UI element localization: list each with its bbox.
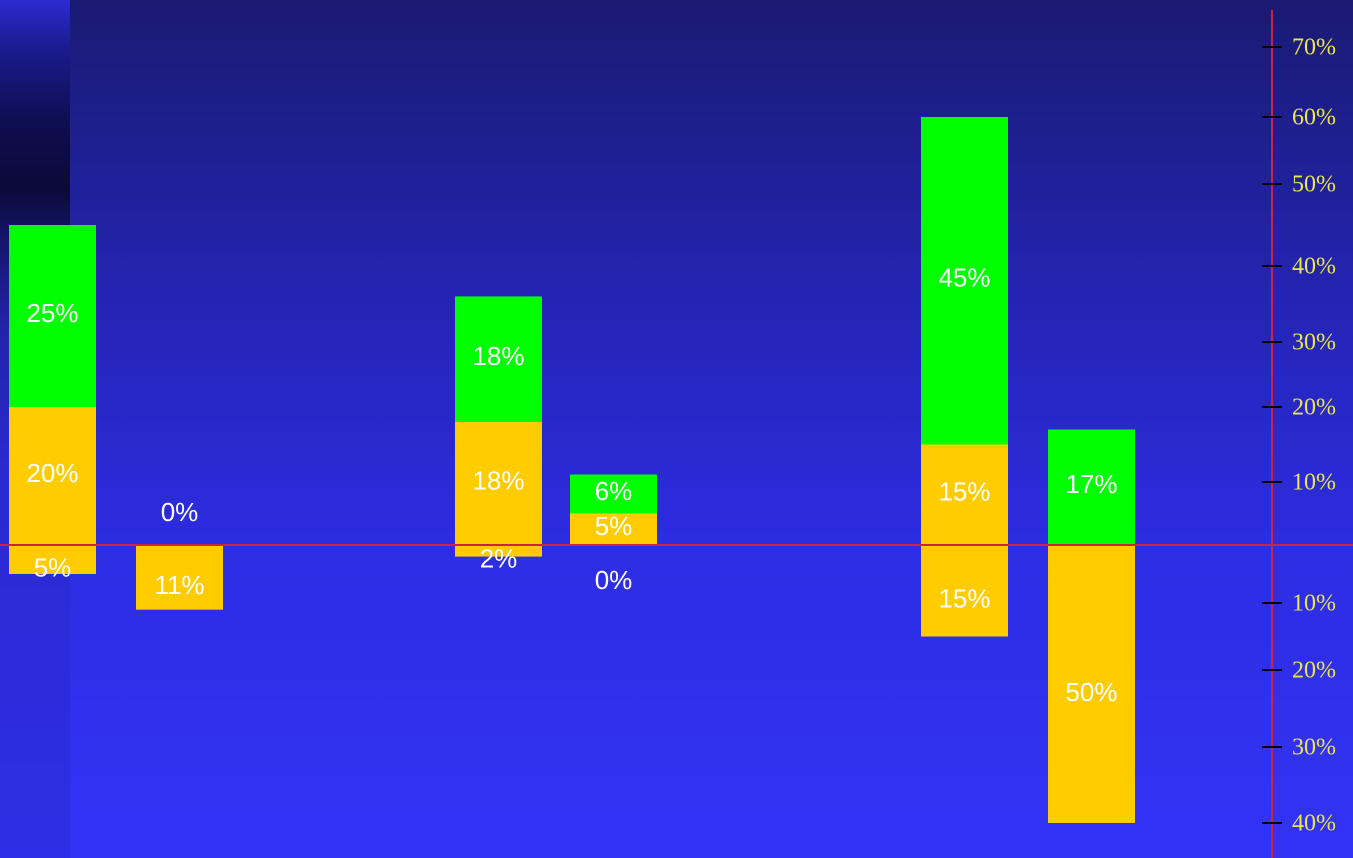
bar-segment xyxy=(455,296,542,422)
y-tick-label: 50% xyxy=(1292,172,1336,198)
bar-segment-negative xyxy=(921,545,1008,637)
bar-value-label: 18% xyxy=(472,341,524,371)
y-tick-label: 40% xyxy=(1292,811,1336,837)
y-tick-label: 40% xyxy=(1292,254,1336,280)
bar-value-label: 2% xyxy=(480,544,518,574)
bar-value-label: 17% xyxy=(1065,469,1117,499)
bar-value-label: 15% xyxy=(938,584,990,614)
bar-segment xyxy=(921,117,1008,445)
y-tick-label: 20% xyxy=(1292,658,1336,684)
bar-zero-label: 0% xyxy=(595,565,633,595)
y-tick-label: 10% xyxy=(1292,470,1336,496)
bar-value-label: 5% xyxy=(34,552,72,582)
bar-segment-negative xyxy=(455,545,542,557)
y-tick-label: 20% xyxy=(1292,395,1336,421)
bar-value-label: 5% xyxy=(595,511,633,541)
bar-value-label: 18% xyxy=(472,465,524,495)
bar-value-label: 11% xyxy=(154,570,204,600)
y-tick-label: 60% xyxy=(1292,105,1336,131)
bar-labels-group: 20% 25% 5% 11% 0% 18% 18% 2% 5% 6% 0% 15% 45% 15% 17% 5… xyxy=(26,263,1117,707)
bar-value-label: 50% xyxy=(1065,677,1117,707)
bar-value-label: 45% xyxy=(938,263,990,293)
bar-segment xyxy=(570,513,657,545)
bar-segment xyxy=(9,225,96,407)
bar-segment-negative xyxy=(9,545,96,574)
bar-segment-negative xyxy=(136,545,223,610)
y-tick-label: 10% xyxy=(1292,591,1336,617)
bar-value-label: 15% xyxy=(938,477,990,507)
bar-value-label: 6% xyxy=(595,476,633,506)
bar-segment xyxy=(921,444,1008,545)
bars-group xyxy=(9,117,1135,823)
bar-segment xyxy=(9,407,96,545)
bar-segment xyxy=(1048,429,1135,545)
y-tick-label: 70% xyxy=(1292,35,1336,61)
bar-value-label: 20% xyxy=(26,458,78,488)
bar-segment xyxy=(455,422,542,545)
y-tick-label: 30% xyxy=(1292,330,1336,356)
bar-value-label: 25% xyxy=(26,298,78,328)
bar-segment xyxy=(570,474,657,514)
y-axis-ticks-group: 10% 20% 30% 40% 50% 60% 70% 10% 20% 30% 40% xyxy=(1262,35,1336,837)
bar-segment-negative xyxy=(1048,545,1135,823)
bar-zero-label: 0% xyxy=(161,497,199,527)
y-tick-label: 30% xyxy=(1292,735,1336,761)
